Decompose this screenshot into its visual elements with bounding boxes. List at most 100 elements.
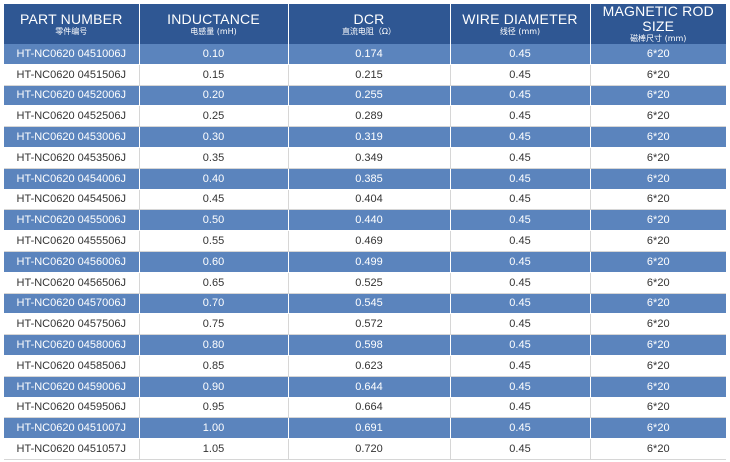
table-row: HT-NC0620 0453006J 0.30 0.319 0.45 6*20 bbox=[4, 126, 726, 148]
inductance-cell: 0.80 bbox=[139, 334, 289, 356]
header-subtitle: 磁棒尺寸 (mm) bbox=[630, 34, 687, 43]
rod-size-cell: 6*20 bbox=[590, 355, 726, 377]
rod-size-cell: 6*20 bbox=[590, 417, 726, 440]
table-row: HT-NC0620 0454506J 0.45 0.404 0.45 6*20 bbox=[4, 189, 726, 211]
wire-diameter-cell: 0.45 bbox=[450, 44, 591, 65]
part-number-cell: HT-NC0620 0451007J bbox=[4, 417, 140, 440]
dcr-cell: 0.644 bbox=[288, 376, 451, 398]
wire-diameter-cell: 0.45 bbox=[450, 64, 591, 86]
wire-diameter-cell: 0.45 bbox=[450, 397, 591, 419]
dcr-cell: 0.215 bbox=[288, 64, 451, 86]
rod-size-cell: 6*20 bbox=[590, 313, 726, 336]
table-row: HT-NC0620 0458506J 0.85 0.623 0.45 6*20 bbox=[4, 355, 726, 377]
rod-size-cell: 6*20 bbox=[590, 147, 726, 169]
inductance-cell: 0.45 bbox=[139, 189, 289, 211]
part-number-cell: HT-NC0620 0459506J bbox=[4, 397, 140, 419]
header-subtitle: 电感量 (mH) bbox=[190, 26, 237, 36]
inductance-cell: 1.00 bbox=[139, 417, 289, 440]
part-number-cell: HT-NC0620 0453006J bbox=[4, 126, 140, 148]
rod-size-cell: 6*20 bbox=[590, 397, 726, 419]
header-title: MAGNETIC ROD SIZE bbox=[602, 3, 714, 34]
inductance-cell: 0.10 bbox=[139, 44, 289, 65]
part-number-cell: HT-NC0620 0451057J bbox=[4, 438, 140, 460]
part-number-cell: HT-NC0620 0453506J bbox=[4, 147, 140, 169]
part-number-cell: HT-NC0620 0456006J bbox=[4, 251, 140, 273]
dcr-cell: 0.572 bbox=[288, 313, 451, 336]
header-magnetic-rod-size: MAGNETIC ROD SIZE 磁棒尺寸 (mm) bbox=[590, 4, 726, 44]
wire-diameter-cell: 0.45 bbox=[450, 189, 591, 211]
wire-diameter-cell: 0.45 bbox=[450, 355, 591, 377]
wire-diameter-cell: 0.45 bbox=[450, 168, 591, 190]
inductance-cell: 0.65 bbox=[139, 272, 289, 294]
table-header: PART NUMBER 零件编号 INDUCTANCE 电感量 (mH) DCR… bbox=[4, 4, 726, 44]
dcr-cell: 0.440 bbox=[288, 209, 451, 232]
table-row: HT-NC0620 0452006J 0.20 0.255 0.45 6*20 bbox=[4, 85, 726, 107]
part-number-cell: HT-NC0620 0457506J bbox=[4, 313, 140, 336]
part-number-cell: HT-NC0620 0457006J bbox=[4, 293, 140, 315]
rod-size-cell: 6*20 bbox=[590, 293, 726, 315]
inductance-cell: 0.25 bbox=[139, 105, 289, 128]
dcr-cell: 0.174 bbox=[288, 44, 451, 65]
dcr-cell: 0.720 bbox=[288, 438, 451, 460]
dcr-cell: 0.598 bbox=[288, 334, 451, 356]
part-number-cell: HT-NC0620 0454006J bbox=[4, 168, 140, 190]
inductance-cell: 1.05 bbox=[139, 438, 289, 460]
inductance-cell: 0.95 bbox=[139, 397, 289, 419]
rod-size-cell: 6*20 bbox=[590, 209, 726, 232]
rod-size-cell: 6*20 bbox=[590, 126, 726, 148]
part-number-cell: HT-NC0620 0454506J bbox=[4, 189, 140, 211]
wire-diameter-cell: 0.45 bbox=[450, 251, 591, 273]
table-row: HT-NC0620 0456006J 0.60 0.499 0.45 6*20 bbox=[4, 251, 726, 273]
header-title: INDUCTANCE bbox=[167, 10, 260, 27]
wire-diameter-cell: 0.45 bbox=[450, 313, 591, 336]
wire-diameter-cell: 0.45 bbox=[450, 85, 591, 107]
header-title: WIRE DIAMETER bbox=[462, 10, 578, 27]
dcr-cell: 0.404 bbox=[288, 189, 451, 211]
wire-diameter-cell: 0.45 bbox=[450, 105, 591, 128]
wire-diameter-cell: 0.45 bbox=[450, 147, 591, 169]
part-number-cell: HT-NC0620 0458506J bbox=[4, 355, 140, 377]
part-number-cell: HT-NC0620 0455506J bbox=[4, 230, 140, 252]
wire-diameter-cell: 0.45 bbox=[450, 293, 591, 315]
inductance-cell: 0.20 bbox=[139, 85, 289, 107]
wire-diameter-cell: 0.45 bbox=[450, 376, 591, 398]
rod-size-cell: 6*20 bbox=[590, 189, 726, 211]
inductance-cell: 0.90 bbox=[139, 376, 289, 398]
rod-size-cell: 6*20 bbox=[590, 334, 726, 356]
inductance-cell: 0.40 bbox=[139, 168, 289, 190]
dcr-cell: 0.545 bbox=[288, 293, 451, 315]
spec-table-container: PART NUMBER 零件编号 INDUCTANCE 电感量 (mH) DCR… bbox=[4, 4, 726, 460]
rod-size-cell: 6*20 bbox=[590, 64, 726, 86]
inductance-cell: 0.15 bbox=[139, 64, 289, 86]
table-row: HT-NC0620 0453506J 0.35 0.349 0.45 6*20 bbox=[4, 147, 726, 169]
wire-diameter-cell: 0.45 bbox=[450, 126, 591, 148]
inductance-cell: 0.60 bbox=[139, 251, 289, 273]
part-number-cell: HT-NC0620 0458006J bbox=[4, 334, 140, 356]
wire-diameter-cell: 0.45 bbox=[450, 417, 591, 440]
rod-size-cell: 6*20 bbox=[590, 168, 726, 190]
table-row: HT-NC0620 0454006J 0.40 0.385 0.45 6*20 bbox=[4, 168, 726, 190]
table-row: HT-NC0620 0457506J 0.75 0.572 0.45 6*20 bbox=[4, 313, 726, 336]
part-number-cell: HT-NC0620 0452006J bbox=[4, 85, 140, 107]
rod-size-cell: 6*20 bbox=[590, 272, 726, 294]
wire-diameter-cell: 0.45 bbox=[450, 272, 591, 294]
wire-diameter-cell: 0.45 bbox=[450, 438, 591, 460]
inductance-cell: 0.35 bbox=[139, 147, 289, 169]
dcr-cell: 0.525 bbox=[288, 272, 451, 294]
header-subtitle: 线径 (mm) bbox=[499, 26, 541, 36]
table-body: HT-NC0620 0451006J 0.10 0.174 0.45 6*20 HT-NC… bbox=[4, 44, 726, 460]
header-dcr: DCR 直流电阻（Ω） bbox=[288, 4, 451, 44]
dcr-cell: 0.385 bbox=[288, 168, 451, 190]
table-row: HT-NC0620 0451007J 1.00 0.691 0.45 6*20 bbox=[4, 417, 726, 440]
rod-size-cell: 6*20 bbox=[590, 251, 726, 273]
part-number-cell: HT-NC0620 0459006J bbox=[4, 376, 140, 398]
dcr-cell: 0.349 bbox=[288, 147, 451, 169]
table-row: HT-NC0620 0455006J 0.50 0.440 0.45 6*20 bbox=[4, 209, 726, 232]
dcr-cell: 0.664 bbox=[288, 397, 451, 419]
header-wire-diameter: WIRE DIAMETER 线径 (mm) bbox=[450, 4, 591, 44]
rod-size-cell: 6*20 bbox=[590, 376, 726, 398]
table-row: HT-NC0620 0452506J 0.25 0.289 0.45 6*20 bbox=[4, 105, 726, 128]
header-part-number: PART NUMBER 零件编号 bbox=[4, 4, 140, 44]
table-row: HT-NC0620 0459506J 0.95 0.664 0.45 6*20 bbox=[4, 397, 726, 419]
wire-diameter-cell: 0.45 bbox=[450, 230, 591, 252]
